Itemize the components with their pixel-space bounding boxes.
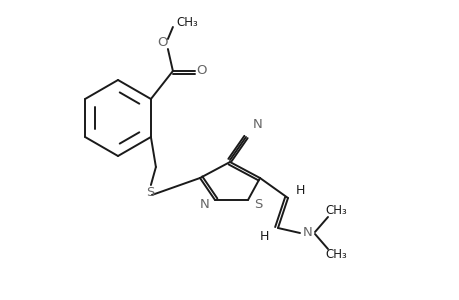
Text: CH₃: CH₃ (325, 205, 346, 218)
Text: N: N (200, 199, 209, 212)
Text: CH₃: CH₃ (325, 248, 346, 262)
Text: CH₃: CH₃ (176, 16, 197, 28)
Text: H: H (295, 184, 304, 196)
Text: N: N (302, 226, 312, 239)
Text: H: H (259, 230, 268, 242)
Text: O: O (157, 35, 168, 49)
Text: S: S (146, 185, 154, 199)
Text: N: N (252, 118, 262, 130)
Text: O: O (196, 64, 207, 77)
Text: S: S (253, 199, 262, 212)
